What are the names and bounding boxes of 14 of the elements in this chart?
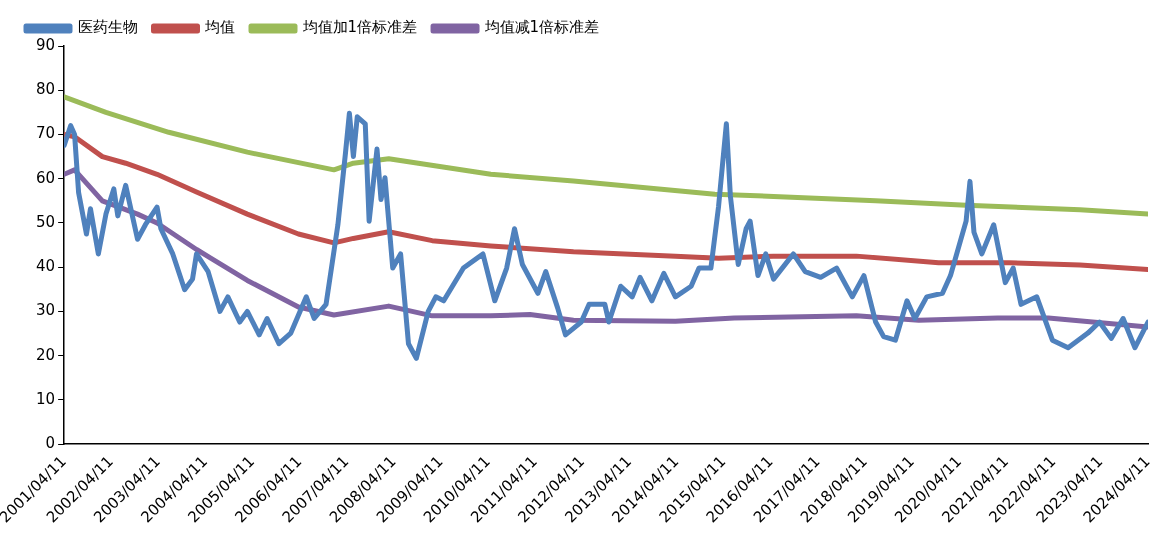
legend-label: 均值加1倍标准差: [301, 18, 418, 37]
y-tick-label: 30: [36, 301, 56, 320]
y-tick-label: 0: [45, 434, 56, 453]
y-tick-label: 40: [36, 257, 56, 276]
y-tick-label: 20: [36, 345, 56, 364]
legend-label: 均值: [204, 18, 235, 37]
y-tick-label: 60: [36, 168, 56, 187]
legend-label: 均值减1倍标准差: [483, 18, 600, 37]
y-tick-label: 10: [36, 389, 56, 408]
legend-label: 医药生物: [77, 18, 138, 37]
y-tick-label: 80: [36, 80, 56, 99]
y-tick-label: 50: [36, 212, 56, 231]
y-tick-label: 70: [36, 124, 56, 143]
y-tick-label: 90: [36, 35, 56, 54]
